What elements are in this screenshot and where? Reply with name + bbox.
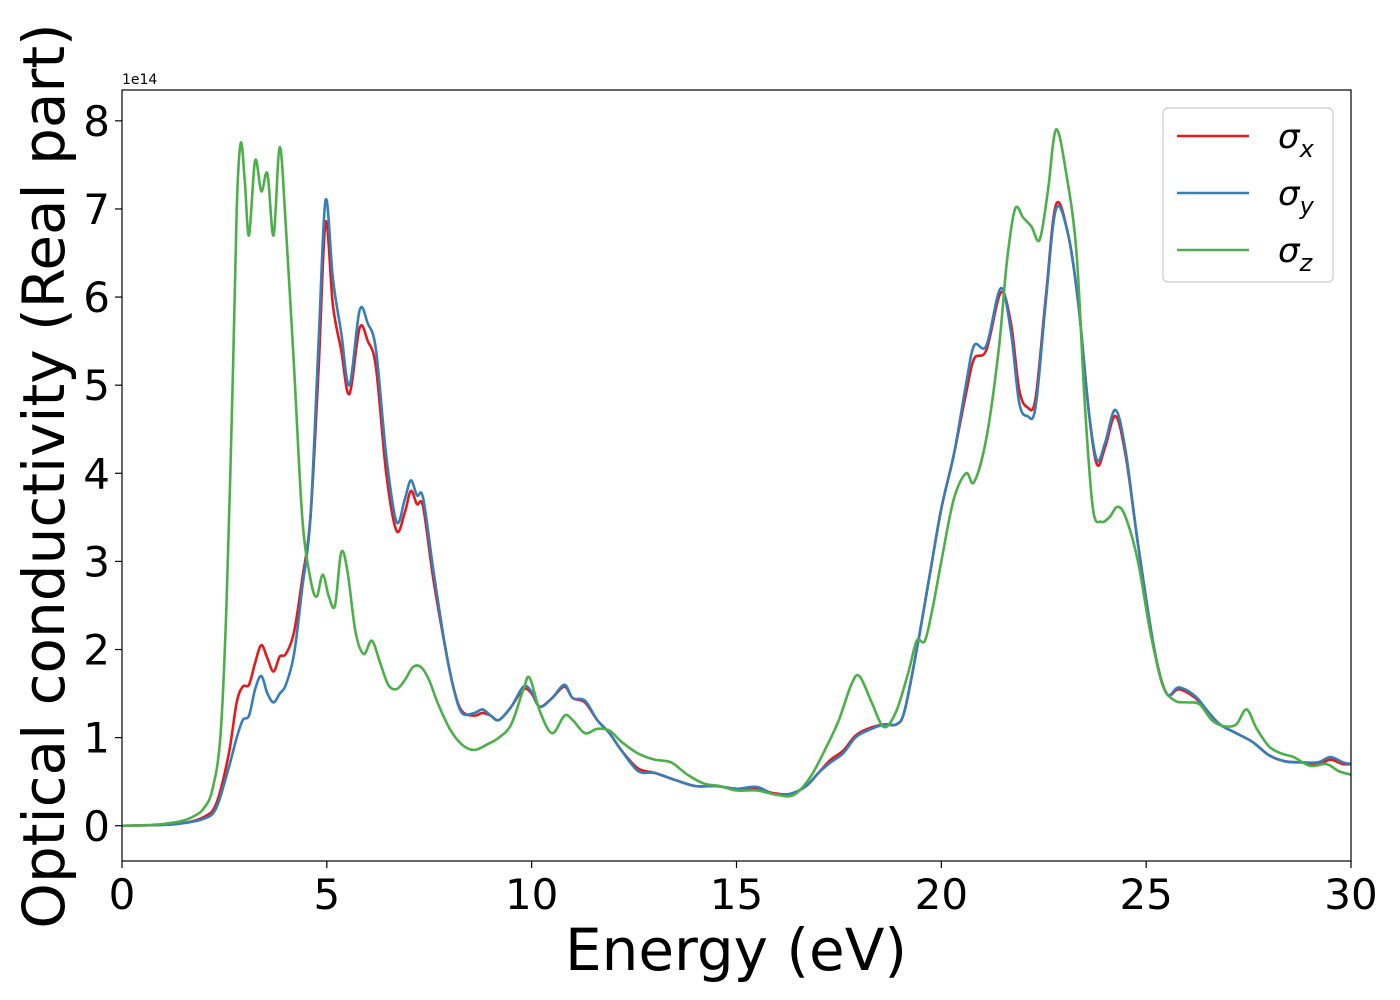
y-offset-label: 1e14: [122, 72, 157, 88]
legend-frame: [1162, 107, 1334, 283]
legend: σx σy σz: [1162, 107, 1334, 283]
y-tick-label: 2: [83, 626, 110, 675]
x-tick-label: 25: [1119, 870, 1172, 919]
y-tick-label: 3: [83, 537, 110, 586]
y-tick-label: 0: [83, 802, 110, 851]
y-tick-label: 1: [83, 714, 110, 763]
y-tick-label: 8: [83, 97, 110, 146]
legend-label-z: σz: [1278, 231, 1314, 277]
plot-background: [122, 90, 1351, 861]
x-tick-label: 5: [313, 870, 340, 919]
x-axis: 0 5 10 15 20 25 30: [109, 861, 1378, 919]
x-tick-label: 30: [1324, 870, 1377, 919]
y-axis: 0 1 2 3 4 5 6 7 8: [83, 97, 122, 851]
x-tick-label: 10: [505, 870, 558, 919]
y-tick-label: 4: [83, 449, 110, 498]
x-tick-label: 20: [915, 870, 968, 919]
y-tick-label: 6: [83, 273, 110, 322]
legend-label-x: σx: [1278, 117, 1315, 163]
legend-label-y: σy: [1278, 174, 1315, 220]
x-tick-label: 15: [710, 870, 763, 919]
x-tick-label: 0: [109, 870, 136, 919]
series-lines: [121, 128, 1352, 828]
y-tick-label: 5: [83, 361, 110, 410]
series-line-y: [121, 197, 1352, 828]
y-tick-label: 7: [83, 185, 110, 234]
x-axis-label: Energy (eV): [565, 916, 907, 984]
series-line-z: [121, 128, 1352, 828]
y-axis-label: Optical conductivity (Real part): [10, 23, 78, 928]
